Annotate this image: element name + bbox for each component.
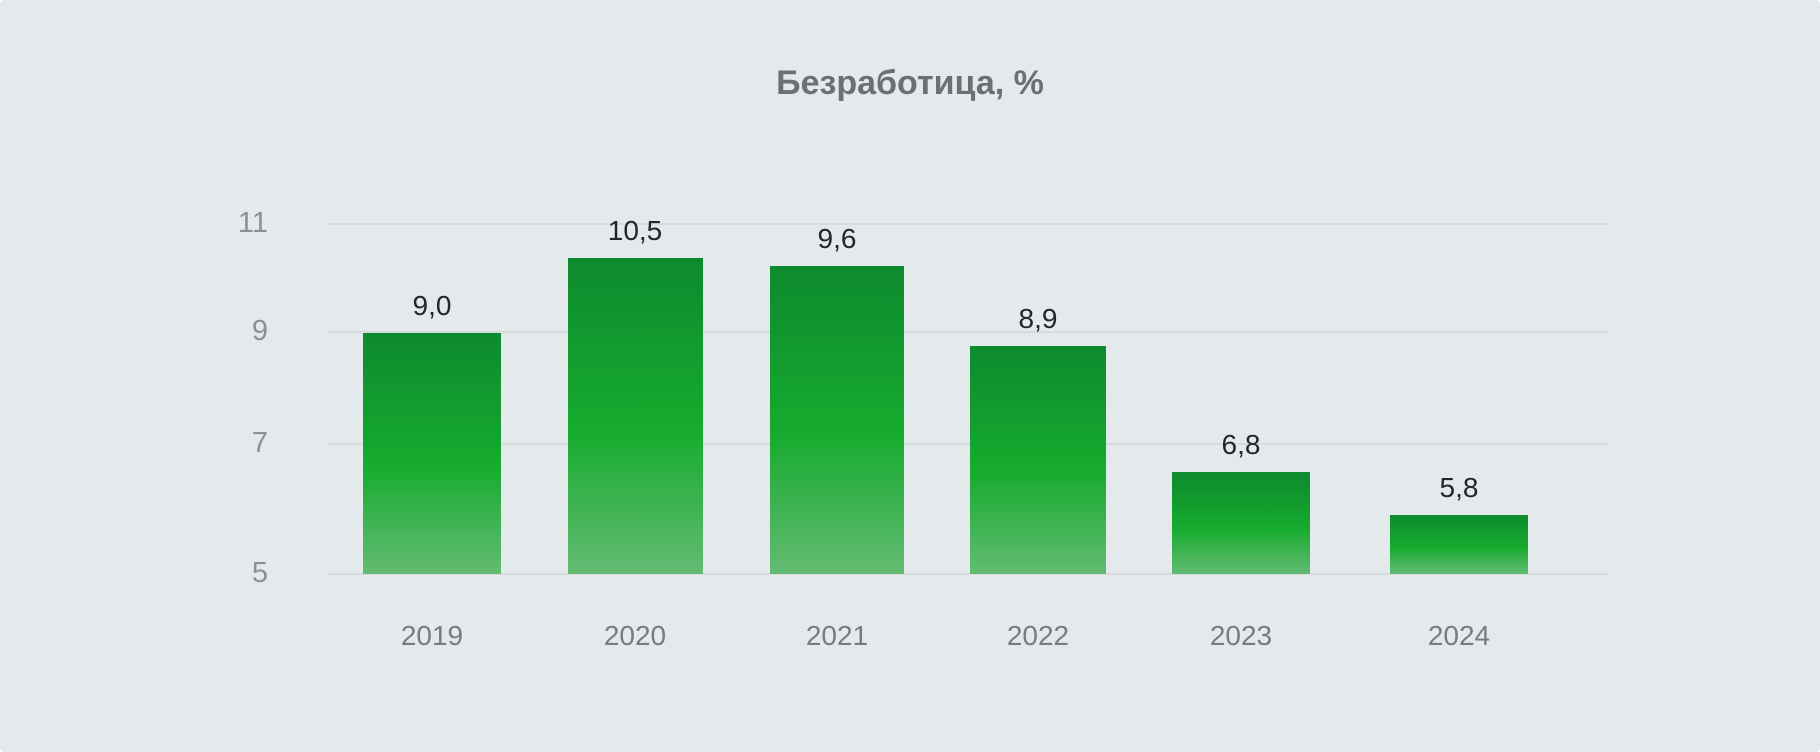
svg-text:2020: 2020: [604, 620, 666, 651]
svg-text:8,9: 8,9: [1019, 303, 1058, 334]
svg-text:10,5: 10,5: [608, 215, 663, 246]
svg-text:6,8: 6,8: [1222, 429, 1261, 460]
svg-text:2024: 2024: [1428, 620, 1490, 651]
svg-text:11: 11: [238, 207, 268, 239]
svg-text:2021: 2021: [806, 620, 868, 651]
svg-text:9,6: 9,6: [818, 223, 857, 254]
svg-text:2019: 2019: [401, 620, 463, 651]
svg-text:5,8: 5,8: [1440, 472, 1479, 503]
svg-text:9: 9: [252, 315, 268, 347]
svg-text:5: 5: [252, 557, 268, 589]
svg-text:2023: 2023: [1210, 620, 1272, 651]
svg-text:7: 7: [252, 427, 268, 459]
svg-text:9,0: 9,0: [413, 290, 452, 321]
svg-text:2022: 2022: [1007, 620, 1069, 651]
